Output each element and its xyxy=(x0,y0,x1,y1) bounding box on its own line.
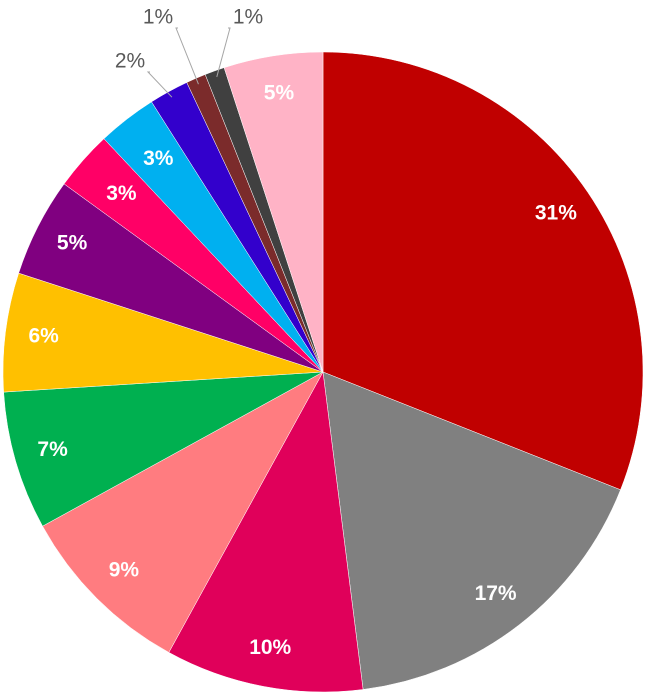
data-label: 17% xyxy=(475,582,517,605)
leader-line xyxy=(175,27,199,85)
data-label: 6% xyxy=(28,324,59,347)
data-label: 10% xyxy=(249,636,291,659)
leader-line xyxy=(146,71,173,98)
pie-slice xyxy=(42,371,324,653)
data-label: 1% xyxy=(233,6,263,29)
pie-slice xyxy=(168,371,364,693)
pie-slice xyxy=(2,272,324,393)
pie-slice xyxy=(3,371,324,527)
data-label: 3% xyxy=(106,182,137,205)
data-label: 2% xyxy=(115,50,145,73)
pie-slice xyxy=(322,371,621,690)
data-label: 3% xyxy=(143,147,174,170)
data-label: 31% xyxy=(535,201,577,224)
pie-slice xyxy=(322,51,644,491)
data-label: 5% xyxy=(264,81,295,104)
data-label: 7% xyxy=(37,438,68,461)
leader-line xyxy=(216,27,231,78)
pie-slice xyxy=(223,51,324,373)
data-label: 1% xyxy=(143,6,173,29)
data-label: 5% xyxy=(57,232,88,255)
data-label: 9% xyxy=(109,559,140,582)
